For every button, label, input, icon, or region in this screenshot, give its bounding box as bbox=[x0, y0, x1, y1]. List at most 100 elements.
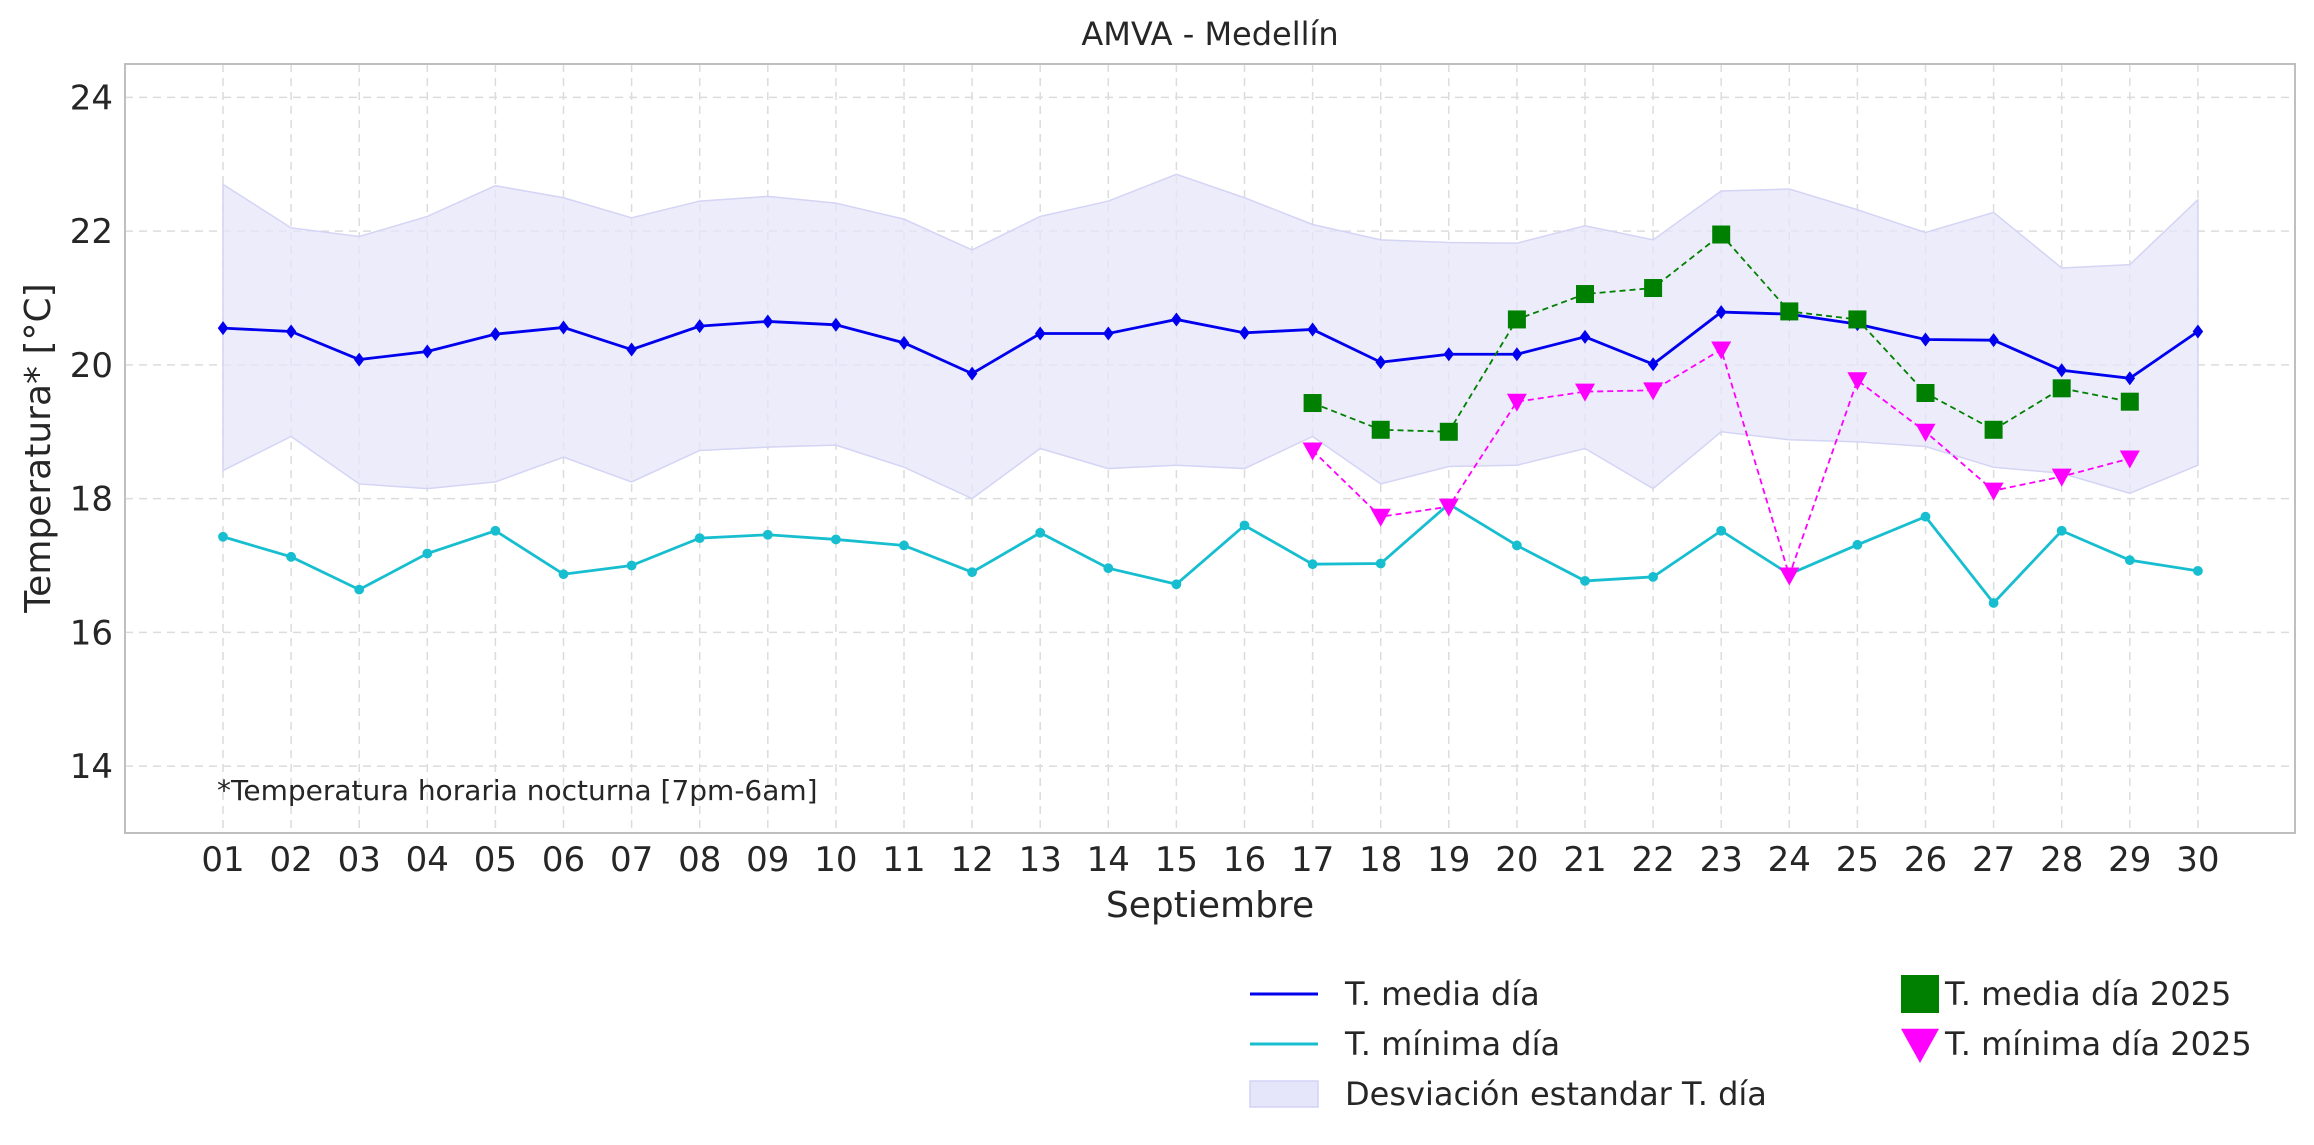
x-tick-label: 11 bbox=[882, 840, 925, 880]
data-point bbox=[1920, 511, 1931, 522]
x-tick-label: 14 bbox=[1087, 840, 1130, 880]
data-point bbox=[354, 584, 365, 595]
y-tick-label: 20 bbox=[70, 346, 113, 386]
data-point bbox=[1715, 305, 1727, 320]
data-point bbox=[898, 335, 910, 350]
legend-swatch bbox=[1901, 1028, 1939, 1063]
data-point bbox=[2124, 555, 2135, 566]
data-point bbox=[2056, 525, 2067, 536]
data-point bbox=[353, 352, 365, 367]
plot-frame bbox=[124, 63, 2296, 834]
data-point bbox=[1716, 525, 1727, 536]
data-point bbox=[1443, 347, 1455, 362]
data-point bbox=[830, 317, 842, 332]
x-tick-label: 01 bbox=[201, 840, 244, 880]
x-tick-label: 04 bbox=[406, 840, 449, 880]
data-point bbox=[1512, 540, 1522, 551]
x-tick-label: 12 bbox=[950, 840, 993, 880]
x-tick-label: 16 bbox=[1223, 840, 1266, 880]
series-markers bbox=[217, 225, 2204, 608]
data-point bbox=[1644, 279, 1663, 298]
y-tick-label: 18 bbox=[70, 480, 113, 520]
std-band-area bbox=[222, 173, 2199, 500]
data-point bbox=[2119, 450, 2140, 469]
data-point bbox=[2192, 324, 2204, 339]
data-point bbox=[218, 531, 228, 542]
data-point bbox=[1035, 527, 1046, 538]
x-tick-label: 02 bbox=[269, 840, 312, 880]
data-point bbox=[1307, 322, 1318, 337]
x-tick-label: 28 bbox=[2040, 840, 2083, 880]
x-tick-label: 21 bbox=[1563, 840, 1606, 880]
legend-label: T. media día bbox=[1344, 975, 1540, 1013]
x-tick-label: 15 bbox=[1155, 840, 1198, 880]
series-line-0 bbox=[222, 310, 2199, 380]
data-point bbox=[1643, 382, 1664, 401]
data-point bbox=[1103, 326, 1114, 341]
legend-label: T. media día 2025 bbox=[1944, 975, 2231, 1013]
x-tick-label: 07 bbox=[610, 840, 653, 880]
data-point bbox=[1847, 372, 1868, 391]
data-point bbox=[1848, 310, 1867, 329]
x-axis-ticks: 01 02 03 04 05 06 07 08 09 10 11 12 13 14 15 16 17 18 19 20… bbox=[201, 840, 2219, 880]
y-tick-label: 14 bbox=[70, 747, 113, 787]
data-point bbox=[1239, 325, 1250, 340]
y-axis-ticks: 14 16 18 20 22 24 bbox=[70, 78, 113, 787]
data-point bbox=[1034, 326, 1046, 341]
x-tick-label: 13 bbox=[1019, 840, 1062, 880]
data-point bbox=[1575, 383, 1595, 402]
data-point bbox=[626, 560, 637, 571]
data-point bbox=[1915, 423, 1936, 442]
data-point bbox=[1439, 422, 1458, 441]
data-point bbox=[1302, 442, 1323, 461]
annotation-note: *Temperatura horaria nocturna [7pm-6am] bbox=[217, 774, 818, 807]
x-tick-label: 09 bbox=[746, 840, 789, 880]
data-point bbox=[1852, 539, 1863, 550]
data-point bbox=[286, 551, 296, 562]
legend-label: T. mínima día bbox=[1344, 1025, 1560, 1063]
data-point bbox=[2124, 371, 2136, 386]
data-point bbox=[831, 534, 841, 545]
y-tick-label: 22 bbox=[70, 212, 113, 252]
data-point bbox=[422, 548, 433, 559]
data-point bbox=[694, 319, 705, 334]
data-point bbox=[1988, 598, 1999, 608]
data-point bbox=[1506, 393, 1527, 412]
data-point bbox=[285, 324, 297, 339]
data-point bbox=[1711, 341, 1732, 360]
legend-swatch bbox=[1901, 975, 1939, 1013]
x-tick-label: 29 bbox=[2108, 840, 2151, 880]
data-point bbox=[967, 567, 977, 578]
data-point bbox=[2120, 392, 2139, 411]
x-tick-label: 08 bbox=[678, 840, 721, 880]
data-point bbox=[2193, 565, 2203, 576]
data-point bbox=[1916, 383, 1935, 402]
data-point bbox=[2052, 379, 2071, 398]
std-band bbox=[222, 173, 2199, 500]
data-point bbox=[1983, 482, 2004, 501]
data-point bbox=[2056, 363, 2067, 378]
data-point bbox=[1647, 357, 1659, 372]
data-point bbox=[558, 569, 569, 580]
data-point bbox=[1511, 347, 1523, 362]
x-tick-label: 24 bbox=[1768, 840, 1811, 880]
data-point bbox=[1779, 567, 1800, 586]
series-line-1 bbox=[222, 502, 2199, 606]
data-point bbox=[558, 320, 569, 335]
chart-title: AMVA - Medellín bbox=[1081, 15, 1338, 53]
data-point bbox=[626, 342, 637, 357]
data-point bbox=[1171, 579, 1182, 590]
data-point bbox=[1580, 576, 1590, 586]
x-tick-label: 03 bbox=[338, 840, 381, 880]
data-point bbox=[1303, 394, 1322, 413]
data-point bbox=[217, 321, 229, 336]
data-point bbox=[1507, 310, 1526, 329]
data-point bbox=[762, 314, 774, 329]
x-tick-label: 17 bbox=[1291, 840, 1334, 880]
legend-label: Desviación estandar T. día bbox=[1345, 1075, 1767, 1113]
data-point bbox=[1984, 420, 2003, 439]
x-tick-label: 05 bbox=[474, 840, 517, 880]
data-point bbox=[1576, 285, 1594, 304]
data-point bbox=[1438, 498, 1459, 517]
